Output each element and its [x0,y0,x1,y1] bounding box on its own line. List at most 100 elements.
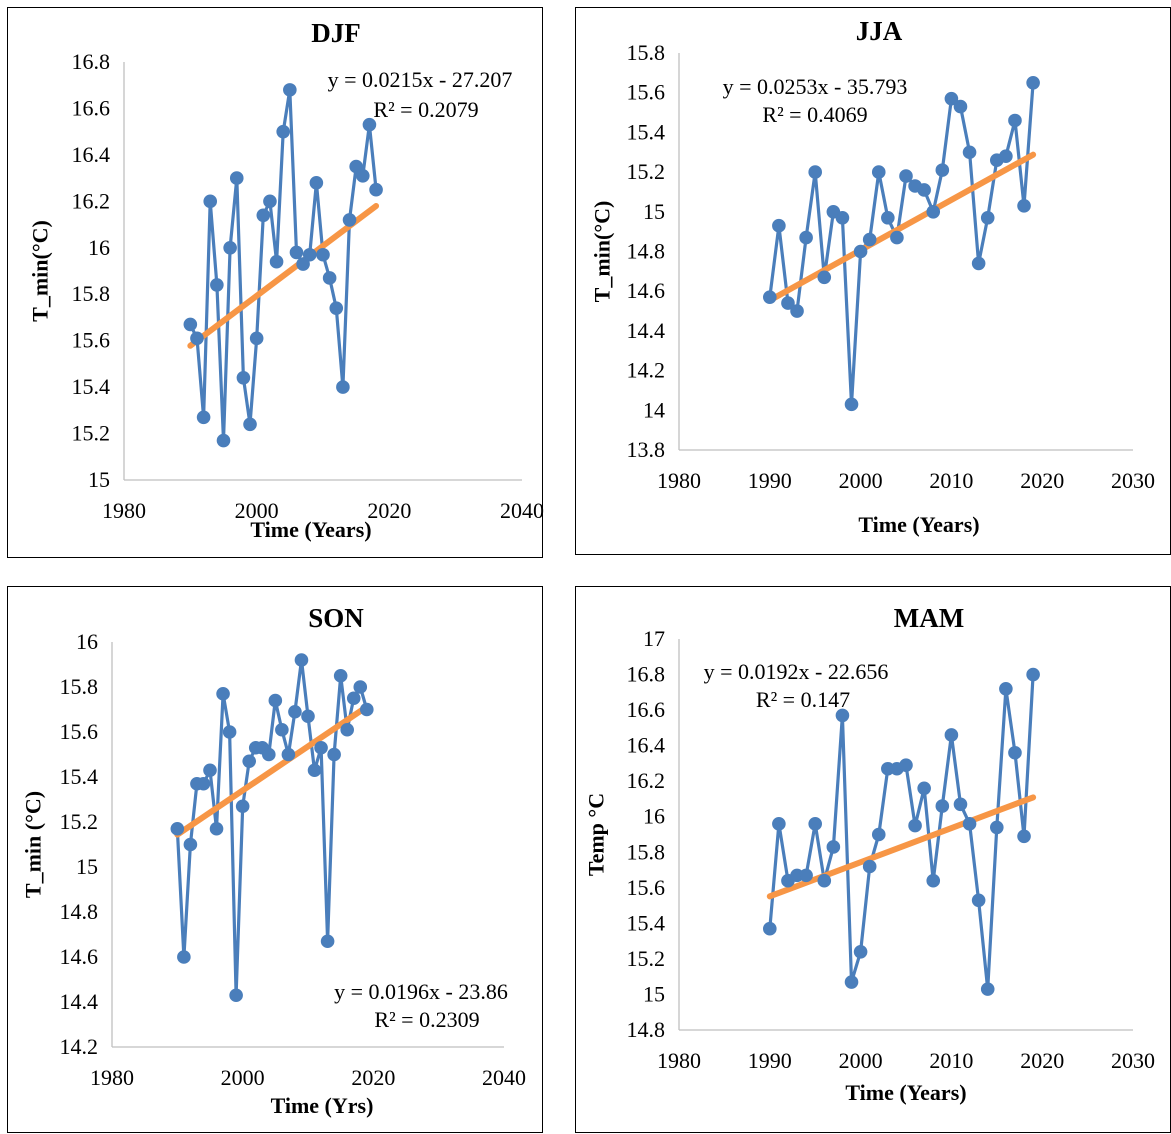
y-tick-label: 16 [643,804,665,829]
chart-son-svg: 14.2 14.4 14.6 14.8 15 15.2 15.4 15.6 15.8 16 1980… [21,603,526,1118]
y-tick-label: 14.8 [627,239,666,264]
data-point [342,213,357,227]
data-point [817,270,832,285]
x-tick-label: 1980 [657,468,701,493]
data-point [229,171,244,185]
y-tick-label: 14 [643,397,665,422]
y-tick-label: 15.6 [627,875,666,900]
y-tick-label: 15.4 [627,910,666,935]
data-point [808,165,822,179]
data-point [935,163,950,177]
data-point [844,397,859,412]
data-point [301,709,315,724]
trend-r-squared: R² = 0.147 [756,687,850,712]
data-point [329,301,344,315]
data-point [296,257,310,271]
chart-title: MAM [894,603,964,633]
data-point [314,740,328,755]
y-tick-label: 15 [643,981,665,1006]
chart-panel-mam: 14.8 15 15.2 15.4 15.6 15.8 16 16.2 16.4 16.6 16.8… [575,586,1171,1133]
x-tick-label: 1990 [748,1048,792,1073]
data-point [261,747,276,762]
chart-title: JJA [856,16,903,46]
x-tick-label: 2030 [1111,1048,1155,1073]
data-point [263,194,277,209]
trend-equation: y = 0.0192x - 22.656 [704,659,889,684]
data-point [926,205,941,219]
data-point [871,165,886,179]
data-point [349,159,363,174]
data-point [320,934,335,949]
data-point [1026,667,1040,682]
data-point [799,230,813,245]
data-point [336,380,350,394]
data-point [853,244,868,259]
y-tick-label: 15 [643,199,665,224]
trend-equation: y = 0.0196x - 23.86 [334,979,508,1004]
data-point [862,859,877,874]
data-point [276,124,291,139]
x-tick-label: 2030 [1111,468,1155,493]
y-tick-label: 15.2 [72,421,111,446]
data-point [1008,113,1022,128]
y-tick-label: 16.4 [627,733,666,758]
data-point [862,232,877,247]
y-tick-label: 14.2 [627,358,666,383]
data-point [944,728,959,742]
y-axis-label: T_min(°C) [28,220,53,322]
series-line [175,658,369,997]
x-axis-label: Time (Years) [858,512,979,537]
data-point [249,331,264,346]
y-tick-label: 15.8 [72,281,111,306]
y-tick-label: 16 [88,235,110,260]
y-tick-label: 14.4 [627,318,666,343]
data-point [980,210,995,225]
data-point [256,208,271,223]
data-point [826,840,841,854]
y-tick-label: 15.2 [60,809,99,834]
data-point [808,817,822,831]
data-point [369,182,383,197]
data-point [763,921,777,936]
data-point [183,317,198,332]
data-point [289,245,304,260]
y-tick-label: 16.6 [627,697,666,722]
data-point [190,331,204,346]
y-tick-label: 15.4 [72,374,111,399]
data-point [209,821,224,836]
data-point [229,988,243,1003]
data-point [971,893,986,908]
data-point [781,296,795,310]
trendline [174,703,370,838]
data-point [360,702,374,717]
y-tick-label: 15.4 [627,119,666,144]
y-tick-label: 16.2 [627,768,666,793]
trend-equation: y = 0.0253x - 35.793 [723,74,908,99]
data-point [268,693,283,708]
y-tick-label: 16.4 [72,142,111,167]
y-tick-label: 16.2 [72,188,111,213]
chart-djf-svg: 15 15.2 15.4 15.6 15.8 16 16.2 16.4 16.6 16.8 1980… [28,18,544,542]
x-axis-label: Time (Yrs) [271,1093,374,1118]
chart-panel-djf: 15 15.2 15.4 15.6 15.8 16 16.2 16.4 16.6 16.8 1980… [7,7,544,558]
data-point [817,873,832,888]
x-tick-label: 2010 [929,1048,973,1073]
x-tick-label: 2010 [929,468,973,493]
data-point [307,763,322,778]
data-point [269,254,284,269]
x-tick-label: 2040 [482,1065,526,1090]
x-axis-label: Time (Years) [250,517,371,542]
data-point [926,873,941,888]
data-point [917,183,931,197]
y-tick-label: 14.2 [60,1034,99,1059]
data-point [183,837,198,852]
data-point [236,371,251,385]
x-tick-label: 1980 [90,1065,134,1090]
data-point [294,653,309,667]
data-point [1008,745,1022,760]
data-point [302,247,317,262]
data-point [980,982,995,996]
data-point [899,169,913,183]
data-point [222,725,237,739]
data-point [853,945,868,959]
